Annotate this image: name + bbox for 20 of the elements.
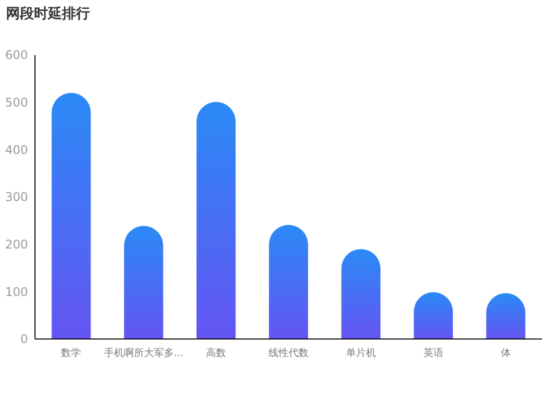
y-tick-label: 300	[5, 190, 28, 204]
bar	[124, 226, 164, 339]
bar	[196, 102, 236, 339]
x-tick-label: 体	[500, 347, 511, 359]
x-tick-label: 数学	[61, 347, 82, 359]
x-tick-label: 手机啊所大军多...	[104, 347, 184, 359]
x-tick-label: 英语	[423, 347, 444, 359]
y-tick-label: 0	[20, 332, 28, 346]
x-tick-label: 单片机	[346, 347, 376, 359]
bar	[52, 92, 91, 339]
y-tick-label: 200	[5, 238, 28, 252]
bar	[341, 249, 380, 339]
chart-title: 网段时延排行	[6, 6, 90, 22]
bar	[268, 224, 308, 339]
y-tick-label: 600	[5, 48, 28, 62]
y-tick-label: 100	[5, 284, 28, 299]
y-tick-label: 400	[5, 142, 28, 157]
y-tick-label: 500	[5, 96, 28, 110]
x-tick-label: 高数	[206, 347, 226, 359]
x-tick-label: 线性代数	[268, 347, 308, 359]
